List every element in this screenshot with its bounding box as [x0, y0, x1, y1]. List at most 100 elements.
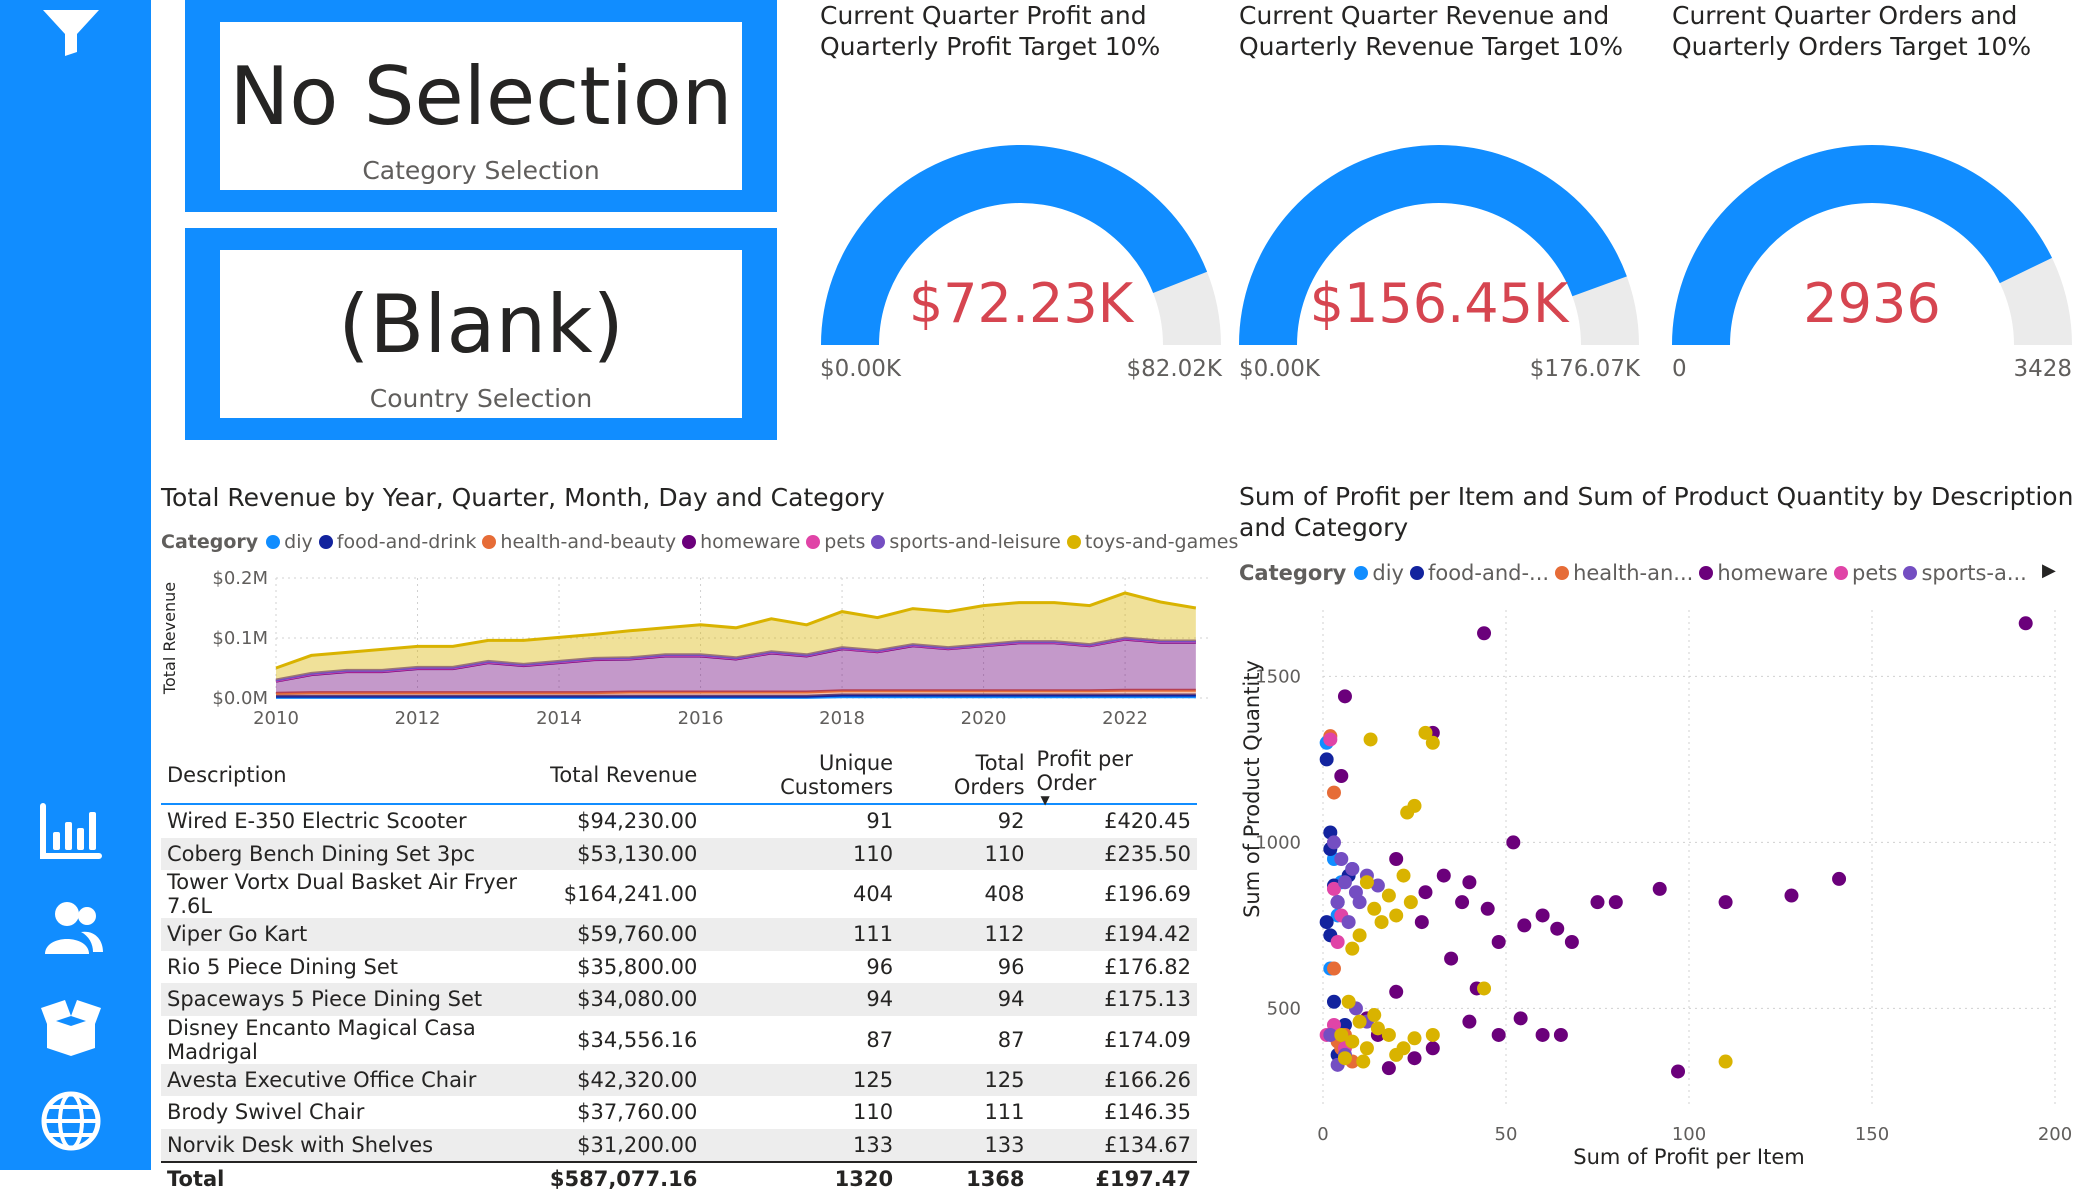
scatter-point-toys-and-games[interactable]	[1425, 1027, 1440, 1042]
scatter-point-homeware[interactable]	[1832, 871, 1847, 886]
scatter-point-homeware[interactable]	[2018, 616, 2033, 631]
legend-item-food-and-drink[interactable]: food-and-...	[1409, 561, 1549, 585]
column-header-profit-per-order[interactable]: Profit per Order ▼	[1030, 747, 1197, 806]
scatter-point-toys-and-games[interactable]	[1374, 915, 1389, 930]
scatter-point-homeware[interactable]	[1462, 1014, 1477, 1029]
table-row[interactable]: Avesta Executive Office Chair $42,320.00 1…	[161, 1063, 1197, 1096]
scatter-point-food-and-drink[interactable]	[1319, 915, 1334, 930]
column-header-unique-customers[interactable]: Unique Customers	[703, 747, 900, 805]
legend-item-diy[interactable]: diy	[1354, 561, 1404, 585]
legend-item-diy[interactable]: diy	[266, 531, 313, 553]
scatter-point-homeware[interactable]	[1491, 935, 1506, 949]
table-row[interactable]: Rio 5 Piece Dining Set $35,800.00 96 96 £176…	[161, 951, 1197, 984]
table-row[interactable]: Tower Vortx Dual Basket Air Fryer 7.6L $1…	[161, 870, 1197, 918]
scatter-point-homeware[interactable]	[1535, 908, 1550, 923]
scatter-point-homeware[interactable]	[1425, 1041, 1440, 1056]
scatter-point-toys-and-games[interactable]	[1389, 908, 1404, 923]
column-header-total-orders[interactable]: Total Orders	[899, 747, 1031, 805]
scatter-point-toys-and-games[interactable]	[1367, 1008, 1382, 1023]
scatter-point-homeware[interactable]	[1506, 835, 1521, 850]
scatter-point-homeware[interactable]	[1564, 935, 1579, 949]
scatter-point-health-and-beauty[interactable]	[1326, 785, 1341, 800]
scatter-point-homeware[interactable]	[1550, 921, 1565, 936]
scatter-point-sports-and-leisure[interactable]	[1323, 1027, 1338, 1042]
scatter-point-food-and-drink[interactable]	[1326, 994, 1341, 1009]
table-row[interactable]: Coberg Bench Dining Set 3pc $53,130.00 110…	[161, 837, 1197, 870]
legend-item-sports-and-leisure[interactable]: sports-a...	[1903, 561, 2027, 585]
legend-item-health-and-beauty[interactable]: health-and-beauty	[482, 531, 676, 553]
scatter-point-toys-and-games[interactable]	[1352, 1014, 1367, 1029]
scatter-point-sports-and-leisure[interactable]	[1337, 875, 1352, 890]
scatter-point-toys-and-games[interactable]	[1381, 888, 1396, 903]
scatter-point-toys-and-games[interactable]	[1359, 875, 1374, 890]
scatter-point-homeware[interactable]	[1513, 1011, 1528, 1026]
scatter-point-homeware[interactable]	[1407, 1051, 1422, 1066]
scatter-point-toys-and-games[interactable]	[1403, 895, 1418, 910]
scatter-point-homeware[interactable]	[1608, 895, 1623, 910]
scatter-point-toys-and-games[interactable]	[1337, 1051, 1352, 1066]
scatter-point-homeware[interactable]	[1337, 689, 1352, 704]
scatter-point-homeware[interactable]	[1590, 895, 1605, 910]
scatter-point-toys-and-games[interactable]	[1359, 1041, 1374, 1056]
table-row[interactable]: Brody Swivel Chair $37,760.00 110 111 £146.3…	[161, 1096, 1197, 1129]
scatter-point-homeware[interactable]	[1444, 951, 1459, 966]
legend-item-health-and-beauty[interactable]: health-an...	[1555, 561, 1693, 585]
column-header-total-revenue[interactable]: Total Revenue	[543, 747, 704, 805]
scatter-point-toys-and-games[interactable]	[1477, 981, 1492, 996]
scatter-point-sports-and-leisure[interactable]	[1345, 861, 1360, 876]
legend-item-homeware[interactable]: homeware	[1699, 561, 1828, 585]
scatter-point-sports-and-leisure[interactable]	[1341, 915, 1356, 930]
scatter-point-homeware[interactable]	[1480, 901, 1495, 916]
scatter-point-toys-and-games[interactable]	[1396, 1041, 1411, 1056]
scatter-point-homeware[interactable]	[1381, 1061, 1396, 1076]
legend-item-pets[interactable]: pets	[1834, 561, 1897, 585]
scatter-point-sports-and-leisure[interactable]	[1330, 895, 1345, 910]
scatter-point-toys-and-games[interactable]	[1370, 1021, 1385, 1036]
scatter-point-homeware[interactable]	[1455, 895, 1470, 910]
scatter-point-food-and-drink[interactable]	[1319, 752, 1334, 767]
scatter-point-pets[interactable]	[1323, 732, 1338, 747]
table-row[interactable]: Norvik Desk with Shelves $31,200.00 133 133…	[161, 1128, 1197, 1162]
table-row[interactable]: Spaceways 5 Piece Dining Set $34,080.00 94…	[161, 983, 1197, 1016]
scatter-point-toys-and-games[interactable]	[1334, 1027, 1349, 1042]
scatter-point-homeware[interactable]	[1389, 852, 1404, 866]
legend-item-sports-and-leisure[interactable]: sports-and-leisure	[871, 531, 1061, 553]
legend-item-pets[interactable]: pets	[806, 531, 865, 553]
scatter-point-toys-and-games[interactable]	[1341, 994, 1356, 1009]
table-row[interactable]: Disney Encanto Magical Casa Madrigal $34,…	[161, 1016, 1197, 1064]
scatter-point-homeware[interactable]	[1477, 626, 1492, 641]
scatter-point-toys-and-games[interactable]	[1418, 725, 1433, 740]
users-icon[interactable]	[35, 896, 107, 962]
scatter-point-sports-and-leisure[interactable]	[1370, 878, 1385, 893]
scatter-point-homeware[interactable]	[1652, 881, 1667, 896]
filter-icon[interactable]	[35, 0, 107, 62]
scatter-point-toys-and-games[interactable]	[1367, 901, 1382, 916]
globe-icon[interactable]	[35, 1088, 107, 1154]
column-header-description[interactable]: Description	[161, 747, 544, 805]
scatter-point-homeware[interactable]	[1334, 769, 1349, 783]
legend-next-arrow-icon[interactable]: ▶	[2042, 560, 2056, 581]
box-icon[interactable]	[35, 994, 107, 1060]
table-row[interactable]: Viper Go Kart $59,760.00 111 112 £194.42	[161, 918, 1197, 951]
scatter-point-toys-and-games[interactable]	[1425, 735, 1440, 750]
legend-item-homeware[interactable]: homeware	[682, 531, 800, 553]
scatter-point-toys-and-games[interactable]	[1352, 928, 1367, 943]
scatter-point-homeware[interactable]	[1671, 1064, 1686, 1079]
scatter-point-homeware[interactable]	[1553, 1027, 1568, 1042]
scatter-point-homeware[interactable]	[1418, 885, 1433, 900]
scatter-point-homeware[interactable]	[1414, 915, 1429, 930]
scatter-point-homeware[interactable]	[1491, 1027, 1506, 1042]
scatter-point-homeware[interactable]	[1517, 918, 1532, 933]
scatter-point-homeware[interactable]	[1535, 1027, 1550, 1042]
scatter-point-health-and-beauty[interactable]	[1326, 961, 1341, 976]
scatter-point-toys-and-games[interactable]	[1345, 1034, 1360, 1049]
scatter-point-sports-and-leisure[interactable]	[1334, 852, 1349, 866]
scatter-point-homeware[interactable]	[1784, 888, 1799, 903]
scatter-point-toys-and-games[interactable]	[1381, 1027, 1396, 1042]
legend-item-food-and-drink[interactable]: food-and-drink	[318, 531, 476, 553]
scatter-point-homeware[interactable]	[1389, 984, 1404, 999]
scatter-point-toys-and-games[interactable]	[1345, 941, 1360, 956]
bar-chart-icon[interactable]	[35, 798, 107, 864]
scatter-point-homeware[interactable]	[1718, 895, 1733, 910]
scatter-point-toys-and-games[interactable]	[1407, 1031, 1422, 1046]
